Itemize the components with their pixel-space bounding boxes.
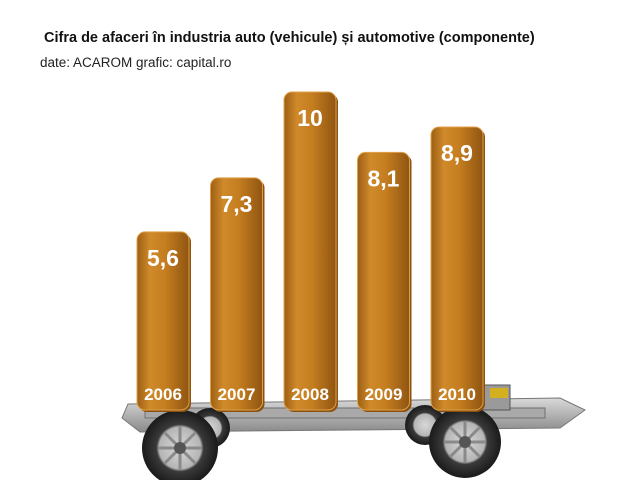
bar-2010 (430, 126, 484, 411)
category-label-2007: 2007 (218, 385, 256, 404)
bar-2008 (283, 91, 337, 411)
bar-2007 (210, 177, 263, 411)
category-label-2009: 2009 (365, 385, 403, 404)
value-label-2009: 8,1 (368, 165, 400, 191)
category-label-2010: 2010 (438, 385, 476, 404)
value-label-2008: 10 (297, 105, 323, 131)
value-label-2010: 8,9 (441, 140, 473, 166)
bar-2006 (136, 231, 190, 411)
chart-subtitle: date: ACAROM grafic: capital.ro (40, 55, 232, 70)
category-label-2008: 2008 (291, 385, 329, 404)
bar-2009 (357, 151, 410, 411)
category-label-2006: 2006 (144, 385, 182, 404)
car-chassis-illustration (121, 384, 586, 480)
bars-layer: 5,6 2006 7,3 2007 10 2008 8,1 2009 8,9 2010 (136, 91, 485, 413)
value-label-2006: 5,6 (147, 245, 179, 271)
chart-title: Cifra de afaceri în industria auto (vehi… (44, 30, 535, 46)
value-label-2007: 7,3 (221, 191, 253, 217)
